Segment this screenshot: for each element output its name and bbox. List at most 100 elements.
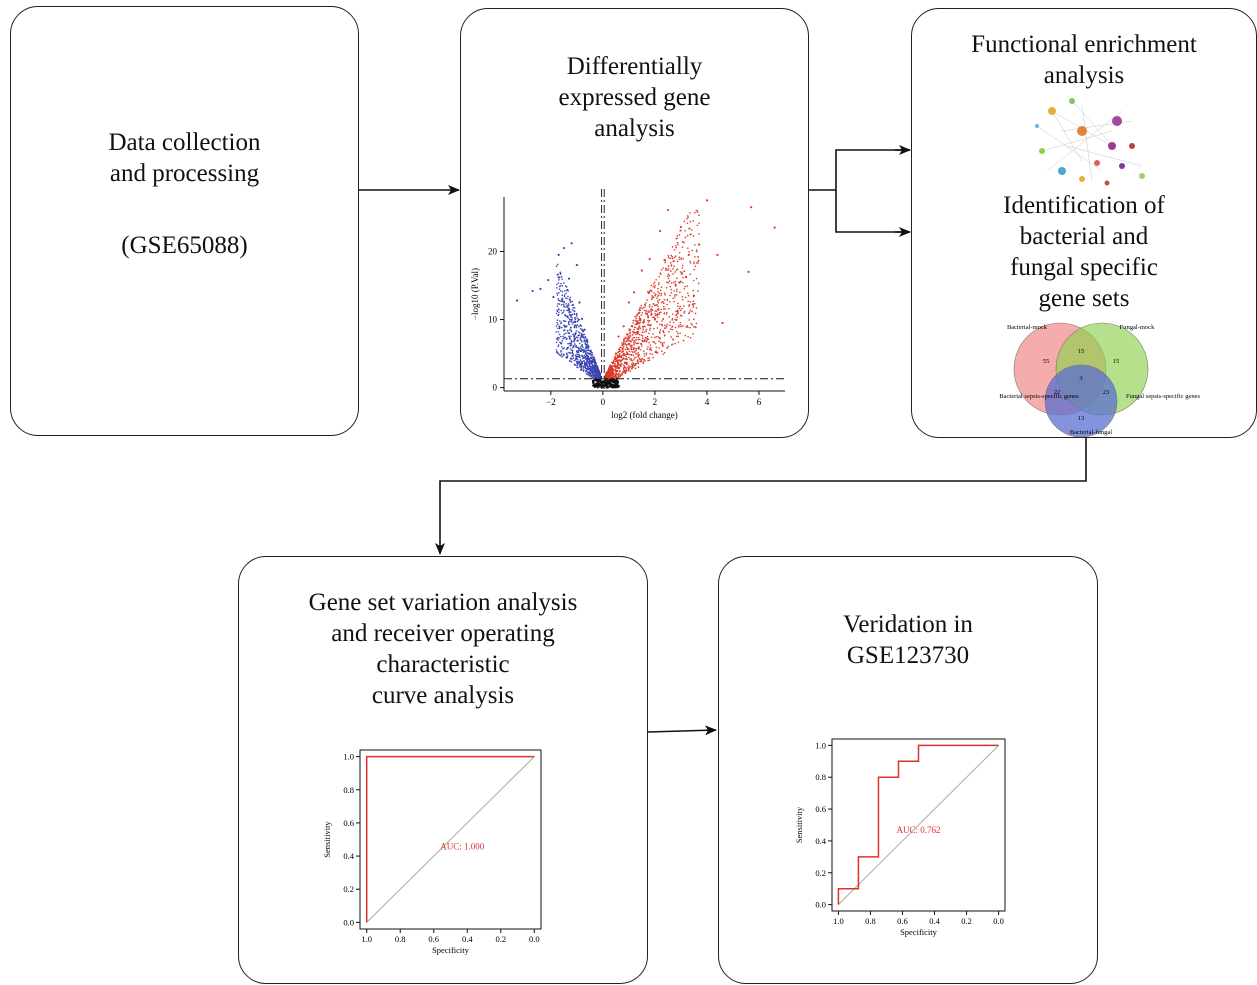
gene-sets-title: Identification of bacterial and fungal s…: [1003, 192, 1165, 312]
volcano-point-up: [657, 290, 659, 293]
volcano-point-up: [616, 354, 619, 357]
volcano-point-ns: [614, 385, 618, 388]
volcano-point-up: [634, 315, 636, 318]
volcano-point: [698, 243, 701, 246]
volcano-point-up: [658, 292, 661, 295]
volcano-point-up: [684, 334, 687, 337]
volcano-point-down: [586, 355, 588, 357]
venn-label-bacterial-sepsis: Bacterial sepsis-specific genes: [999, 393, 1079, 400]
volcano-point-up: [615, 367, 618, 369]
volcano-point-up: [647, 359, 649, 362]
volcano-point-down: [574, 337, 577, 340]
volcano-point-down: [588, 373, 591, 375]
volcano-point-down: [557, 303, 559, 305]
volcano-point-down: [596, 370, 599, 372]
volcano-point-up: [622, 350, 624, 352]
volcano-point-up: [613, 358, 616, 361]
volcano-point-up: [614, 355, 617, 357]
volcano-point-down: [579, 369, 582, 371]
volcano-point-down: [573, 337, 576, 340]
volcano-point-down: [569, 328, 571, 331]
volcano-point-up: [650, 289, 652, 292]
volcano-point-up: [654, 314, 657, 317]
volcano-point-down: [589, 365, 592, 367]
roc-gsva-frame: [359, 749, 542, 930]
volcano-point-up: [619, 352, 621, 355]
volcano-point-up: [676, 309, 679, 312]
volcano-point-up: [669, 257, 671, 259]
volcano-point-up: [663, 334, 666, 337]
volcano-point-down: [594, 373, 596, 376]
volcano-point-up: [606, 375, 609, 378]
volcano-point-up: [652, 296, 655, 298]
volcano-point-down: [555, 349, 558, 351]
volcano-point-down: [589, 359, 591, 362]
volcano-point-down: [572, 357, 575, 360]
volcano-point-up: [656, 304, 658, 306]
volcano-point-down: [575, 346, 578, 349]
volcano-point-up: [621, 344, 624, 347]
volcano-point-up: [618, 367, 621, 370]
volcano-point-down: [555, 325, 558, 327]
volcano-point-up: [688, 305, 690, 308]
volcano-point-up: [635, 349, 637, 352]
volcano-point-down: [570, 335, 572, 337]
volcano-point-down: [590, 372, 592, 374]
volcano-point-down: [571, 354, 574, 357]
volcano-point-up: [669, 285, 672, 288]
volcano-point-up: [675, 246, 677, 249]
volcano-point-down: [557, 323, 559, 326]
volcano-point-down: [563, 309, 565, 312]
volcano-point-up: [650, 308, 653, 310]
volcano-point-up: [639, 358, 641, 361]
volcano-point-up: [664, 293, 666, 296]
volcano-point-up: [639, 326, 641, 328]
volcano-point-down: [563, 301, 566, 304]
volcano-point-down: [589, 368, 592, 370]
volcano-point-up: [678, 234, 681, 236]
volcano-point-up: [665, 313, 668, 315]
volcano-point-down: [558, 308, 560, 311]
step1-title: Data collection and processing: [108, 129, 261, 187]
volcano-point-up: [677, 302, 679, 305]
volcano-point-up: [663, 351, 666, 354]
volcano-point-down: [574, 318, 577, 321]
volcano-point-up: [651, 316, 654, 319]
volcano-point-down: [586, 366, 589, 368]
volcano-point: [580, 317, 584, 320]
volcano-point-down: [557, 276, 559, 279]
volcano-point-up: [649, 329, 651, 331]
volcano-point-down: [575, 326, 578, 328]
volcano-point-up: [679, 324, 682, 326]
volcano-point-up: [637, 366, 640, 369]
volcano-point-up: [693, 268, 696, 271]
volcano-point-up: [693, 261, 695, 263]
volcano-point-ns: [594, 383, 598, 387]
roc-gsva-x-tick-label: 0.2: [495, 934, 506, 944]
volcano-point-up: [648, 359, 651, 361]
roc-validation-y-tick-label: 0.0: [815, 900, 826, 910]
volcano-point-up: [660, 311, 662, 314]
volcano-point-up: [607, 370, 609, 372]
volcano-point-down: [597, 376, 600, 379]
volcano-point-down: [567, 342, 569, 345]
volcano-point-up: [655, 321, 658, 323]
volcano-point-up: [647, 311, 650, 313]
volcano-point-down: [573, 312, 576, 315]
volcano-point: [570, 242, 573, 245]
volcano-point-down: [567, 346, 570, 349]
volcano-point-up: [635, 332, 637, 334]
roc-validation-frame: [831, 738, 1006, 912]
volcano-point-down: [573, 325, 576, 327]
volcano-point-up: [654, 342, 657, 345]
volcano-point-up: [619, 365, 622, 368]
volcano-point-up: [652, 340, 654, 343]
venn-diagram: Bacterial-mock Fungal-mock Bacterial sep…: [999, 322, 1200, 437]
volcano-point-up: [648, 291, 651, 293]
volcano-y-tick-label: 20: [488, 246, 498, 256]
volcano-point-up: [674, 294, 676, 296]
volcano-point-up: [624, 354, 626, 357]
volcano-point-down: [585, 345, 588, 347]
volcano-point-up: [658, 336, 661, 339]
volcano-point-up: [669, 324, 671, 326]
